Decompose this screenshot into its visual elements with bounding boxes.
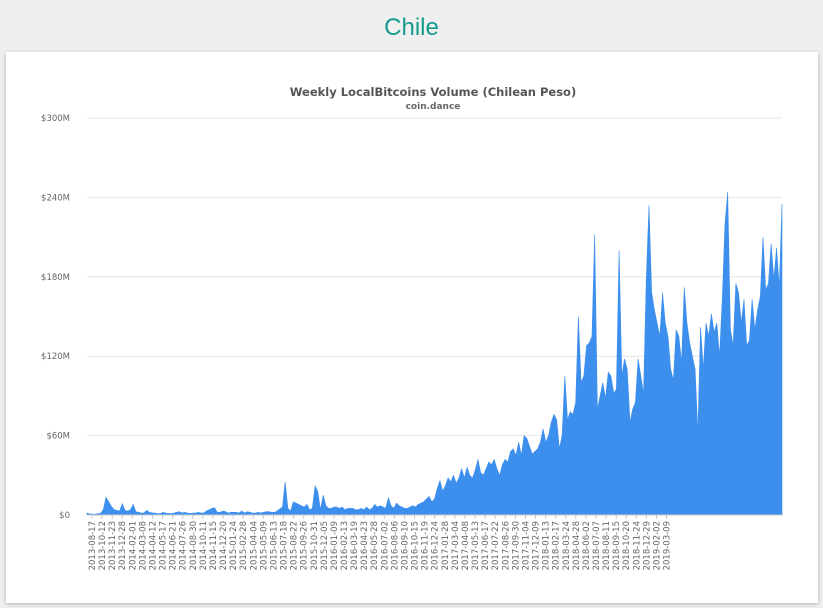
page-title: Chile [384,14,439,41]
x-tick-label: 2014-08-30 [189,521,199,570]
chart: Weekly LocalBitcoins Volume (Chilean Pes… [41,85,783,570]
x-tick-label: 2017-12-09 [532,521,542,570]
x-tick-label: 2015-05-09 [259,521,269,570]
x-tick-label: 2016-08-06 [390,521,400,570]
x-tick-label: 2016-03-19 [350,521,360,570]
x-tick-label: 2017-04-08 [461,521,471,570]
x-tick-label: 2015-08-22 [290,521,300,570]
series-area [86,192,783,516]
x-tick-label: 2017-11-04 [521,521,531,570]
x-tick-label: 2013-12-28 [118,521,128,570]
x-tick-label: 2014-03-08 [138,521,148,570]
x-tick-label: 2016-05-28 [370,521,380,570]
x-tick-label: 2014-10-11 [199,521,209,570]
x-tick-label: 2013-10-12 [98,521,108,570]
x-tick-label: 2013-08-17 [88,521,98,570]
y-tick-label: $0 [59,511,70,521]
x-tick-label: 2015-01-24 [229,521,239,570]
x-tick-label: 2016-07-02 [380,521,390,570]
x-tick-label: 2016-04-23 [360,521,370,570]
x-tick-label: 2018-11-24 [632,521,642,570]
x-tick-label: 2018-09-15 [612,521,622,570]
x-tick-label: 2013-11-23 [108,521,118,570]
x-tick-label: 2018-08-11 [602,521,612,570]
x-tick-label: 2017-06-17 [481,521,491,570]
x-tick-label: 2015-12-05 [320,521,330,570]
x-tick-label: 2016-10-15 [411,521,421,570]
x-tick-label: 2014-06-21 [169,521,179,570]
x-tick-label: 2016-02-13 [340,521,350,570]
x-tick-label: 2018-02-17 [552,521,562,570]
x-tick-label: 2015-04-04 [249,521,259,570]
x-tick-label: 2016-01-09 [330,521,340,570]
x-tick-label: 2014-12-20 [219,521,229,570]
y-tick-label: $180M [41,273,70,283]
x-tick-label: 2018-12-29 [642,521,652,570]
x-tick-label: 2014-04-12 [148,521,158,570]
y-tick-label: $60M [46,432,70,442]
y-tick-label: $240M [41,193,70,203]
x-tick-label: 2017-05-13 [471,521,481,570]
x-tick-label: 2016-12-24 [431,521,441,570]
chart-subtitle: coin.dance [406,102,461,112]
x-tick-label: 2014-05-17 [159,521,169,570]
x-tick-label: 2015-02-28 [239,521,249,570]
y-tick-label: $120M [41,352,70,362]
x-tick-label: 2015-06-13 [269,521,279,570]
x-tick-label: 2017-03-04 [451,521,461,570]
x-tick-label: 2018-07-07 [592,521,602,570]
x-tick-label: 2018-01-13 [542,521,552,570]
x-tick-label: 2014-11-15 [209,521,219,570]
x-tick-label: 2018-10-20 [622,521,632,570]
x-tick-label: 2017-08-26 [501,521,511,570]
x-tick-label: 2014-02-01 [128,521,138,570]
x-tick-label: 2017-01-28 [441,521,451,570]
x-tick-label: 2019-02-02 [652,521,662,570]
x-axis: 2013-08-17 2013-10-12 2013-11-23 2013-12-28… [87,514,782,570]
y-tick-label: $300M [41,114,70,124]
x-tick-label: 2018-06-02 [582,521,592,570]
series-layer [86,192,783,516]
x-tick-label: 2017-09-30 [511,521,521,570]
x-tick-label: 2016-09-10 [400,521,410,570]
x-tick-label: 2015-09-26 [300,521,310,570]
chart-card: Weekly LocalBitcoins Volume (Chilean Pes… [6,52,818,603]
x-tick-label: 2017-07-22 [491,521,501,570]
chart-title: Weekly LocalBitcoins Volume (Chilean Pes… [290,85,576,99]
x-tick-label: 2015-07-18 [280,521,290,570]
y-axis: $0 $60M $120M $180M $240M $300M [41,114,70,521]
x-tick-label: 2018-03-24 [562,521,572,570]
x-tick-label: 2019-03-09 [663,521,673,570]
x-tick-label: 2018-04-28 [572,521,582,570]
x-tick-label: 2014-07-26 [179,521,189,570]
x-tick-label: 2015-10-31 [310,521,320,570]
x-tick-label: 2016-11-19 [421,521,431,570]
